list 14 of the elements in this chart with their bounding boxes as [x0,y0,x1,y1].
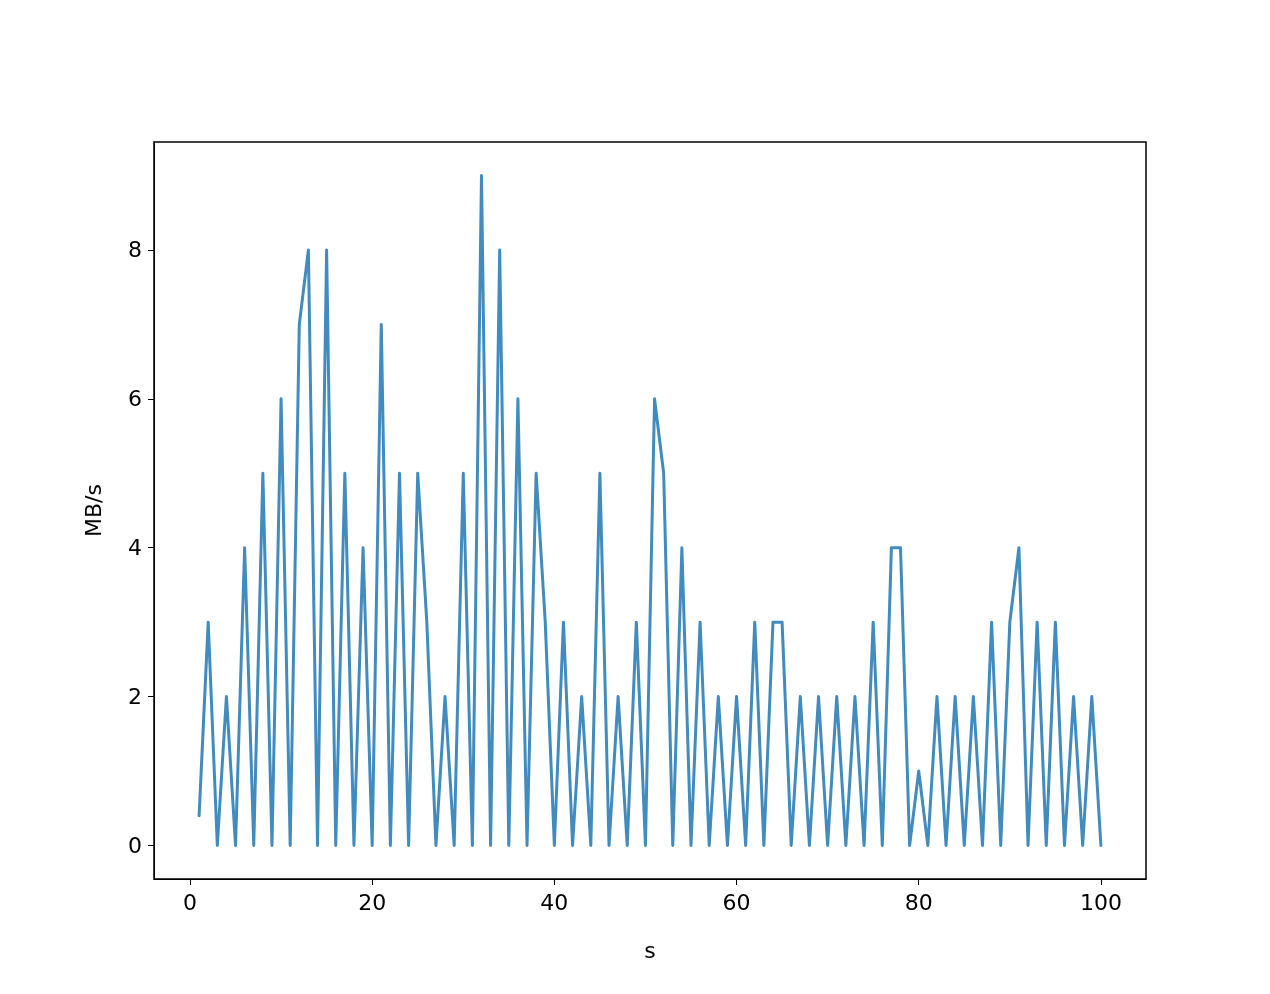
x-tick-label: 100 [1079,889,1122,915]
x-tick-label: 80 [904,889,933,915]
y-tick-label: 2 [128,684,142,710]
line-series [197,174,1103,847]
x-tick-label: 0 [182,889,197,915]
y-tick-label: 0 [128,833,142,858]
x-tick-label: 60 [722,889,751,915]
x-tick-label: 40 [540,889,569,915]
y-axis-title: MB/s [80,484,106,537]
y-tick-label: 6 [128,386,142,412]
y-tick-label: 4 [128,535,142,561]
x-tick-label: 20 [358,889,387,915]
y-tick-label: 8 [128,237,142,263]
x-axis-title: s [644,937,656,963]
